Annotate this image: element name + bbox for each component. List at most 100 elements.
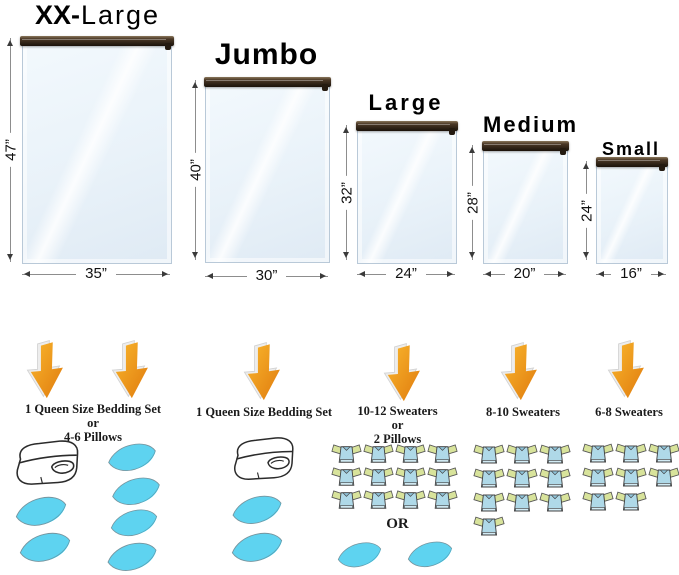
dim-line-right — [115, 270, 170, 277]
height-dimension-large: 32” — [338, 125, 356, 260]
sweater-row — [582, 467, 679, 489]
down-arrow-icon — [24, 337, 68, 405]
sweater-icon — [506, 492, 538, 514]
dim-line-right — [650, 270, 666, 277]
storage-bag-jumbo — [203, 77, 332, 263]
sweater-icon — [473, 468, 505, 490]
bag-title-xxlarge: XX-Large — [35, 0, 160, 31]
pillow-icon — [406, 536, 454, 573]
sweater-row — [473, 468, 571, 490]
sweater-icon — [331, 444, 362, 465]
capacity-caption-jumbo: 1 Queen Size Bedding Set — [188, 405, 340, 419]
caption-line: or — [391, 418, 404, 432]
sweater-icon — [395, 444, 426, 465]
caption-line: 1 Queen Size Bedding Set — [195, 405, 333, 419]
caption-line: 4-6 Pillows — [64, 430, 122, 444]
width-dimension-small: 16” — [596, 264, 666, 282]
sweater-icon — [648, 467, 679, 489]
width-dimension-jumbo: 30” — [205, 267, 328, 284]
pillow-icon — [103, 539, 161, 575]
sweater-icon — [582, 491, 614, 513]
sweater-row — [331, 444, 458, 465]
sweater-icon — [395, 467, 426, 488]
dim-line-left — [483, 270, 505, 277]
sweater-icon — [615, 443, 647, 465]
pillow-icon — [16, 529, 74, 566]
capacity-caption-medium: 8-10 Sweaters — [466, 405, 580, 419]
width-dimension-medium: 20” — [483, 264, 566, 282]
caption-line: 1 Queen Size Bedding Set — [24, 402, 162, 416]
height-label-large: 32” — [338, 175, 356, 210]
dim-line-right — [286, 272, 328, 279]
sweater-icon — [539, 492, 571, 514]
bag-title-jumbo: Jumbo — [214, 38, 319, 71]
pillow-icon — [107, 474, 165, 509]
bag-title-medium: Medium — [483, 112, 579, 137]
height-label-small: 24” — [578, 193, 596, 228]
height-dimension-jumbo: 40” — [187, 80, 205, 260]
down-arrow-icon — [605, 337, 649, 405]
bag-title-small: Small — [601, 139, 661, 159]
sweater-icon — [331, 490, 362, 511]
caption-line: 2 Pillows — [373, 432, 422, 446]
dim-line-left — [357, 270, 387, 277]
sweater-icon — [539, 444, 571, 466]
sweater-icon — [506, 468, 538, 490]
storage-bag-medium — [482, 141, 569, 264]
pillow-icon — [12, 493, 70, 530]
caption-line: 10-12 Sweaters — [357, 404, 438, 418]
width-label-medium: 20” — [513, 264, 536, 282]
dim-line-left — [22, 270, 77, 277]
width-dimension-large: 24” — [357, 264, 455, 282]
sweater-row — [582, 491, 647, 513]
sweater-icon — [395, 490, 426, 511]
sweater-icon — [582, 467, 614, 489]
sweater-icon — [473, 516, 505, 538]
height-label-medium: 28” — [464, 185, 482, 220]
zipper-bar-icon — [356, 121, 458, 135]
sweater-icon — [473, 492, 505, 514]
sweater-icon — [363, 490, 394, 511]
caption-line: 6-8 Sweaters — [595, 405, 663, 419]
sweater-icon — [427, 467, 458, 488]
sweater-row — [473, 516, 505, 538]
width-dimension-xxlarge: 35” — [22, 265, 170, 282]
blanket-icon — [226, 433, 298, 485]
sweater-icon — [331, 467, 362, 488]
dim-line-right — [425, 270, 455, 277]
zipper-bar-icon — [203, 77, 332, 91]
caption-line: or — [87, 416, 99, 430]
sweater-row — [582, 443, 679, 465]
width-label-small: 16” — [620, 264, 642, 282]
capacity-caption-xxlarge: 1 Queen Size Bedding Set or 4-6 Pillows — [2, 402, 184, 444]
zipper-bar-icon — [20, 36, 174, 50]
bag-title-large: Large — [368, 90, 444, 115]
height-label-xxlarge: 47” — [2, 133, 20, 167]
sweater-row — [331, 490, 458, 511]
dim-line-left — [205, 272, 247, 279]
storage-bag-small — [595, 157, 669, 264]
dim-line-left — [596, 270, 612, 277]
caption-line: 8-10 Sweaters — [486, 405, 560, 419]
height-label-jumbo: 40” — [187, 153, 205, 187]
pillow-icon — [228, 529, 286, 566]
sweater-icon — [539, 468, 571, 490]
sweater-icon — [473, 444, 505, 466]
sweater-grid-large — [331, 444, 464, 513]
pillow-icon — [228, 492, 286, 528]
sweater-icon — [506, 444, 538, 466]
pillow-icon — [336, 537, 383, 573]
sweater-row — [473, 492, 571, 514]
sweater-icon — [582, 443, 614, 465]
capacity-caption-small: 6-8 Sweaters — [578, 405, 679, 419]
sweater-icon — [427, 444, 458, 465]
sweater-row — [473, 444, 571, 466]
width-label-large: 24” — [395, 264, 417, 282]
capacity-caption-large: 10-12 Sweaters or 2 Pillows — [330, 404, 465, 446]
down-arrow-icon — [381, 340, 425, 408]
down-arrow-icon — [109, 337, 153, 405]
sweater-icon — [615, 491, 647, 513]
sweater-grid-small — [582, 443, 679, 515]
zipper-bar-icon — [595, 157, 669, 171]
